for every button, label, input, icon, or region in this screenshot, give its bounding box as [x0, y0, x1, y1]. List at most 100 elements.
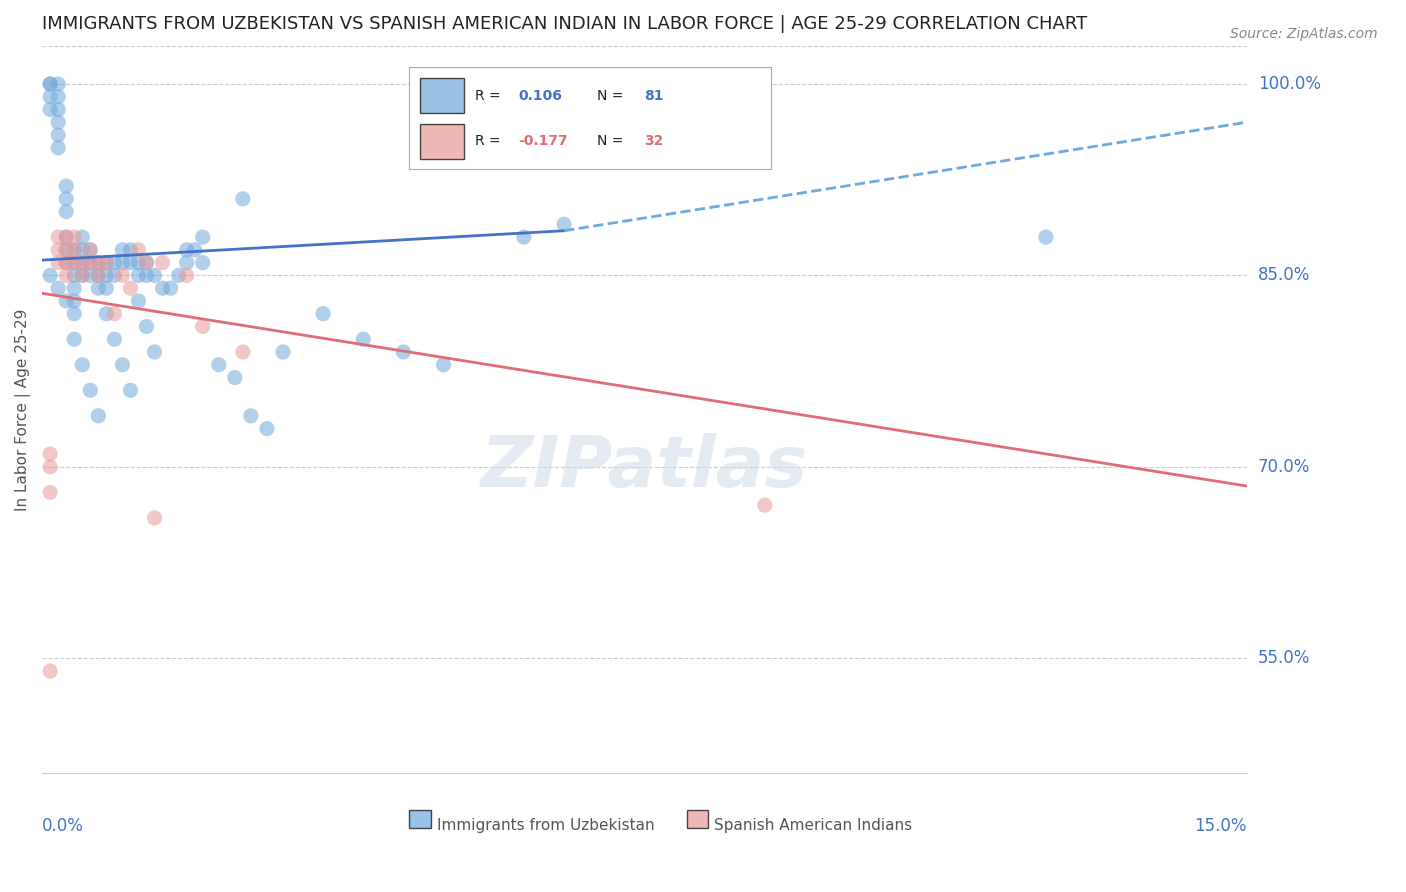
Point	[120, 243, 142, 257]
Point	[63, 255, 86, 269]
Point	[72, 268, 94, 283]
Point	[39, 103, 62, 117]
Point	[96, 255, 118, 269]
Point	[96, 255, 118, 269]
Point	[55, 230, 77, 244]
Text: Spanish American Indians: Spanish American Indians	[714, 818, 912, 833]
Point	[433, 358, 456, 372]
Point	[55, 192, 77, 206]
Point	[96, 281, 118, 295]
Point	[271, 345, 294, 359]
Point	[39, 447, 62, 461]
Text: 100.0%: 100.0%	[1258, 75, 1320, 93]
Point	[87, 268, 110, 283]
Point	[46, 128, 69, 142]
Point	[46, 243, 69, 257]
Point	[63, 255, 86, 269]
Point	[127, 243, 149, 257]
Point	[167, 268, 190, 283]
Point	[352, 332, 374, 346]
Point	[55, 255, 77, 269]
Point	[191, 319, 214, 334]
Point	[111, 255, 134, 269]
Point	[79, 384, 101, 398]
Point	[72, 255, 94, 269]
FancyBboxPatch shape	[686, 810, 709, 828]
Point	[553, 218, 575, 232]
Point	[120, 281, 142, 295]
Point	[55, 243, 77, 257]
Point	[87, 281, 110, 295]
Text: 70.0%: 70.0%	[1258, 458, 1310, 475]
Point	[191, 230, 214, 244]
Text: ZIPatlas: ZIPatlas	[481, 434, 808, 502]
Point	[256, 421, 278, 435]
Point	[239, 409, 262, 423]
Point	[135, 319, 157, 334]
Point	[79, 243, 101, 257]
Point	[208, 358, 231, 372]
Text: Immigrants from Uzbekistan: Immigrants from Uzbekistan	[437, 818, 655, 833]
Point	[55, 243, 77, 257]
Point	[143, 345, 166, 359]
Point	[232, 345, 254, 359]
Point	[1035, 230, 1057, 244]
Point	[191, 255, 214, 269]
Text: 85.0%: 85.0%	[1258, 267, 1310, 285]
Point	[183, 243, 205, 257]
Point	[143, 268, 166, 283]
Point	[152, 255, 174, 269]
Point	[72, 358, 94, 372]
Point	[111, 268, 134, 283]
Point	[120, 255, 142, 269]
Point	[63, 307, 86, 321]
Point	[135, 255, 157, 269]
Point	[232, 192, 254, 206]
Point	[103, 268, 125, 283]
FancyBboxPatch shape	[409, 810, 432, 828]
Point	[63, 243, 86, 257]
Point	[96, 268, 118, 283]
Point	[46, 115, 69, 129]
Point	[103, 255, 125, 269]
Point	[96, 307, 118, 321]
Point	[39, 485, 62, 500]
Text: 55.0%: 55.0%	[1258, 649, 1310, 667]
Point	[39, 459, 62, 474]
Point	[46, 103, 69, 117]
Point	[143, 511, 166, 525]
Point	[39, 89, 62, 103]
Point	[39, 268, 62, 283]
Point	[79, 268, 101, 283]
Point	[46, 89, 69, 103]
Text: Source: ZipAtlas.com: Source: ZipAtlas.com	[1230, 27, 1378, 41]
Point	[63, 293, 86, 308]
Point	[63, 230, 86, 244]
Title: IMMIGRANTS FROM UZBEKISTAN VS SPANISH AMERICAN INDIAN IN LABOR FORCE | AGE 25-29: IMMIGRANTS FROM UZBEKISTAN VS SPANISH AM…	[42, 15, 1087, 33]
Point	[224, 370, 246, 384]
Point	[111, 243, 134, 257]
Point	[312, 307, 335, 321]
Text: 15.0%: 15.0%	[1194, 817, 1247, 835]
Point	[135, 255, 157, 269]
Point	[72, 230, 94, 244]
Point	[72, 243, 94, 257]
Point	[39, 664, 62, 678]
Point	[513, 230, 536, 244]
Point	[46, 281, 69, 295]
Point	[79, 255, 101, 269]
Point	[63, 281, 86, 295]
Point	[159, 281, 181, 295]
Point	[55, 230, 77, 244]
Point	[63, 268, 86, 283]
Point	[87, 409, 110, 423]
Point	[39, 77, 62, 91]
Text: 0.0%: 0.0%	[42, 817, 84, 835]
Point	[127, 293, 149, 308]
Point	[754, 498, 776, 512]
Point	[63, 243, 86, 257]
Point	[392, 345, 415, 359]
Point	[127, 255, 149, 269]
Point	[79, 243, 101, 257]
Point	[46, 230, 69, 244]
